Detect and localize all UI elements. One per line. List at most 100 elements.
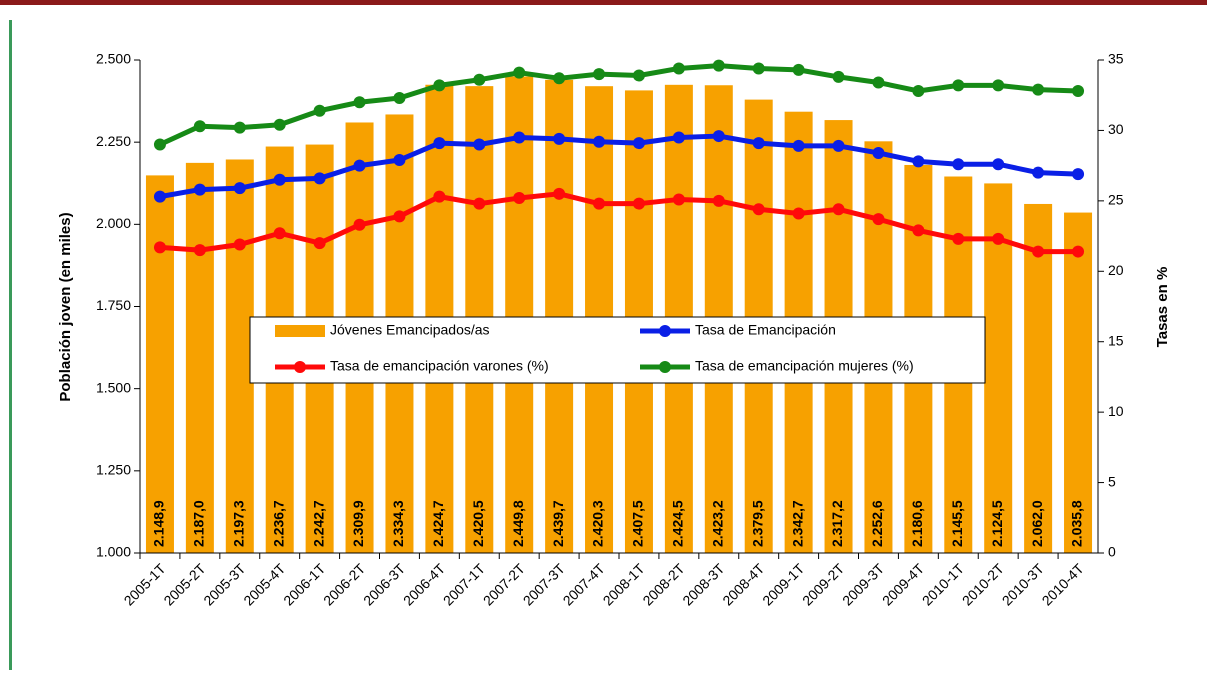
bar-value-label: 2.424,5	[670, 500, 686, 547]
x-tick-label: 2005-1T	[121, 560, 170, 609]
top-bar	[0, 0, 1207, 5]
point	[1032, 166, 1045, 179]
point	[672, 131, 685, 144]
point	[912, 155, 925, 168]
bar-value-label: 2.449,8	[510, 500, 526, 547]
point	[752, 203, 765, 216]
bar-value-label: 2.334,3	[390, 500, 406, 547]
point	[353, 218, 366, 231]
legend-label: Jóvenes Emancipados/as	[330, 322, 490, 338]
bar-value-label: 2.420,3	[590, 500, 606, 547]
point	[273, 173, 286, 186]
x-tick-label: 2006-4T	[400, 560, 449, 609]
point	[952, 79, 965, 92]
x-tick-label: 2008-2T	[639, 560, 688, 609]
y-tick-label: 2.500	[96, 51, 131, 67]
x-tick-label: 2010-3T	[999, 560, 1048, 609]
bar-value-label: 2.407,5	[630, 500, 646, 547]
bar	[225, 159, 254, 553]
x-tick-label: 2009-2T	[799, 560, 848, 609]
point	[872, 213, 885, 226]
bar-value-label: 2.439,7	[550, 500, 566, 547]
bar-value-label: 2.180,6	[909, 500, 925, 547]
bar-value-label: 2.379,5	[749, 500, 765, 547]
bar-value-label: 2.035,8	[1069, 500, 1085, 547]
legend-swatch	[659, 361, 671, 373]
point	[992, 158, 1005, 171]
y2-tick-label: 10	[1108, 403, 1124, 419]
x-tick-label: 2007-4T	[560, 560, 609, 609]
x-tick-label: 2007-3T	[520, 560, 569, 609]
point	[672, 193, 685, 206]
point	[872, 76, 885, 89]
x-tick-label: 2006-1T	[280, 560, 329, 609]
side-bar	[9, 20, 12, 670]
y-tick-label: 1.250	[96, 462, 131, 478]
legend-label: Tasa de Emancipación	[695, 322, 836, 338]
x-tick-label: 2009-1T	[759, 560, 808, 609]
bar-value-label: 2.242,7	[310, 500, 326, 547]
point	[193, 244, 206, 257]
y2-tick-label: 20	[1108, 262, 1124, 278]
y2-axis-title: Tasas en %	[1154, 267, 1171, 348]
x-tick-label: 2006-2T	[320, 560, 369, 609]
legend-label: Tasa de emancipación mujeres (%)	[695, 358, 914, 374]
legend-box	[249, 316, 986, 384]
bar-value-label: 2.197,3	[230, 500, 246, 547]
y-tick-label: 1.000	[96, 544, 131, 560]
point	[952, 158, 965, 171]
point	[553, 72, 566, 85]
point	[912, 84, 925, 97]
bar-value-label: 2.236,7	[270, 500, 286, 547]
bar	[145, 175, 174, 553]
point	[553, 187, 566, 200]
bar	[185, 162, 214, 553]
point	[792, 207, 805, 220]
point	[553, 132, 566, 145]
point	[712, 130, 725, 143]
x-tick-label: 2007-1T	[440, 560, 489, 609]
point	[313, 237, 326, 250]
point	[233, 238, 246, 251]
point	[353, 159, 366, 172]
bar-value-label: 2.145,5	[949, 500, 965, 547]
point	[952, 232, 965, 245]
point	[233, 121, 246, 134]
x-tick-label: 2005-3T	[200, 560, 249, 609]
x-tick-label: 2005-4T	[240, 560, 289, 609]
x-tick-label: 2005-2T	[160, 560, 209, 609]
y-tick-label: 1.750	[96, 297, 131, 313]
point	[992, 79, 1005, 92]
x-tick-label: 2008-4T	[719, 560, 768, 609]
y-tick-label: 2.250	[96, 133, 131, 149]
y2-tick-label: 0	[1108, 544, 1116, 560]
point	[632, 197, 645, 210]
x-tick-label: 2008-3T	[679, 560, 728, 609]
point	[712, 194, 725, 207]
point	[1032, 83, 1045, 96]
bar-value-label: 2.342,7	[789, 500, 805, 547]
point	[632, 137, 645, 150]
point	[1072, 168, 1085, 181]
y-axis-title: Población joven (en miles)	[57, 212, 74, 401]
bar-value-label: 2.424,7	[430, 500, 446, 547]
point	[153, 190, 166, 203]
point	[433, 190, 446, 203]
bar-value-label: 2.187,0	[191, 500, 207, 547]
point	[233, 182, 246, 195]
bar-value-label: 2.252,6	[869, 500, 885, 547]
point	[473, 197, 486, 210]
line	[159, 133, 1079, 200]
point	[393, 154, 406, 167]
legend-swatch	[275, 325, 325, 337]
point	[513, 131, 526, 144]
x-tick-label: 2009-4T	[879, 560, 928, 609]
point	[712, 59, 725, 72]
point	[433, 79, 446, 92]
point	[153, 138, 166, 151]
point	[313, 172, 326, 185]
point	[593, 68, 606, 81]
x-tick-label: 2008-1T	[600, 560, 649, 609]
point	[193, 183, 206, 196]
